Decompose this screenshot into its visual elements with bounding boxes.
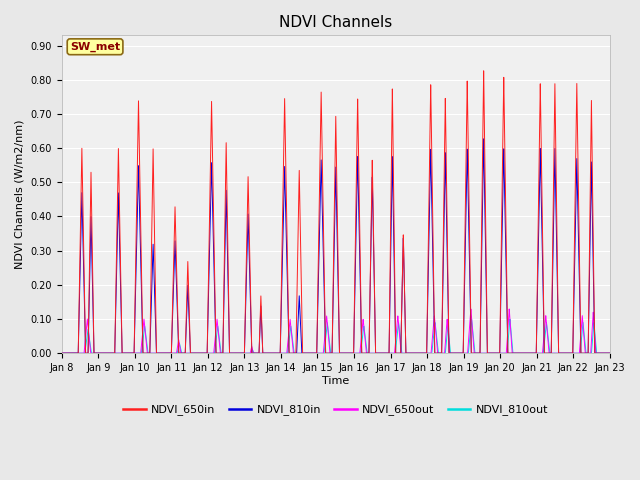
Text: SW_met: SW_met [70,42,120,52]
NDVI_810out [489,350,497,356]
Line: NDVI_650out: NDVI_650out [62,309,610,353]
NDVI_810in [412,350,419,356]
NDVI_810out [263,350,271,356]
Title: NDVI Channels: NDVI Channels [279,15,392,30]
NDVI_650out [170,350,177,356]
NDVI_810out [175,342,183,348]
NDVI_650out [412,350,419,356]
Line: NDVI_810in: NDVI_810in [62,139,610,353]
Legend: NDVI_650in, NDVI_810in, NDVI_650out, NDVI_810out: NDVI_650in, NDVI_810in, NDVI_650out, NDV… [119,400,552,420]
Line: NDVI_650in: NDVI_650in [62,71,610,353]
NDVI_810in [263,350,271,356]
NDVI_650out [175,338,183,344]
NDVI_650in [606,350,614,356]
NDVI_810out [412,350,419,356]
NDVI_810out [604,350,612,356]
NDVI_810in [604,350,612,356]
NDVI_650out [506,306,513,312]
NDVI_810in [58,350,66,356]
Y-axis label: NDVI Channels (W/m2/nm): NDVI Channels (W/m2/nm) [15,120,25,269]
NDVI_650in [490,350,497,356]
NDVI_650out [489,350,497,356]
NDVI_650in [175,350,183,356]
NDVI_650out [58,350,66,356]
NDVI_650in [170,276,177,282]
Line: NDVI_810out: NDVI_810out [62,319,610,353]
NDVI_810out [58,350,66,356]
NDVI_650in [604,350,612,356]
NDVI_650out [263,350,271,356]
NDVI_650out [606,350,614,356]
NDVI_810out [506,316,514,322]
NDVI_650in [412,350,419,356]
NDVI_810in [606,350,614,356]
NDVI_650out [604,350,612,356]
NDVI_810in [490,350,497,356]
NDVI_650in [480,68,488,74]
NDVI_650in [58,350,66,356]
NDVI_650in [263,350,271,356]
NDVI_810in [480,136,488,142]
X-axis label: Time: Time [322,376,349,386]
NDVI_810out [170,350,177,356]
NDVI_810in [175,350,183,356]
NDVI_810out [606,350,614,356]
NDVI_810in [170,293,177,299]
